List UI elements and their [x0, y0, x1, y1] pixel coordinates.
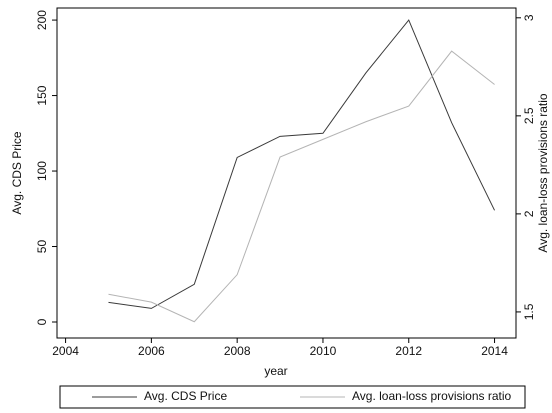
x-tick-label: 2008 [224, 344, 251, 358]
plot-frame [56, 7, 517, 339]
y2-tick-label: 2 [522, 210, 536, 217]
y2-tick-label: 2.5 [522, 107, 536, 124]
x-tick-label: 2004 [52, 344, 79, 358]
legend [59, 385, 526, 409]
x-tick-label: 2006 [138, 344, 165, 358]
y-axis-label: Avg. CDS Price [10, 131, 24, 214]
x-tick-label: 2012 [395, 344, 422, 358]
x-tick-label: 2014 [481, 344, 508, 358]
series-line [108, 19, 496, 309]
y2-tick-label: 3 [522, 14, 536, 21]
y-tick-label: 0 [35, 318, 49, 325]
y-tick-label: 50 [35, 240, 49, 254]
x-axis-label: year [264, 364, 287, 378]
legend-label: Avg. loan-loss provisions ratio [352, 389, 512, 403]
y2-axis-label: Avg. loan-loss provisions ratio [536, 93, 550, 253]
y-tick-label: 150 [35, 85, 49, 105]
y-tick-label: 100 [35, 161, 49, 181]
series-line [108, 50, 495, 323]
legend-label: Avg. CDS Price [144, 389, 227, 403]
y2-tick-label: 1.5 [522, 303, 536, 320]
x-tick-label: 2010 [310, 344, 337, 358]
y-tick-label: 200 [35, 10, 49, 30]
